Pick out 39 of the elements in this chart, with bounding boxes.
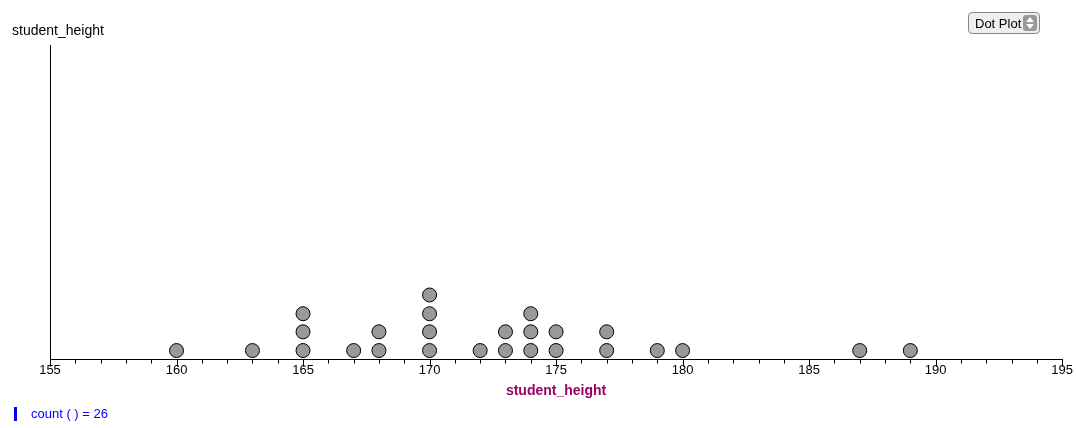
point (422, 343, 438, 359)
point (548, 324, 564, 340)
point (852, 343, 868, 359)
point (548, 343, 564, 359)
text: student_height (12, 22, 104, 38)
x-tick-label: 170 (418, 361, 441, 377)
x-tick-label: 190 (924, 361, 947, 377)
x-tick-label: 185 (798, 361, 820, 377)
point (169, 343, 185, 359)
point (371, 324, 387, 340)
point (346, 343, 362, 359)
point (295, 306, 311, 322)
point (497, 324, 513, 340)
x-tick-label: 160 (165, 361, 188, 377)
x-tick-label: 195 (1051, 361, 1074, 377)
x-tick-label: 155 (39, 361, 61, 377)
point (472, 343, 488, 359)
point (523, 324, 539, 340)
point (649, 343, 665, 359)
point (523, 343, 539, 359)
point (295, 343, 311, 359)
point (675, 343, 691, 359)
point (599, 324, 615, 340)
x-tick-label: 165 (292, 361, 314, 377)
point (422, 324, 438, 340)
point (295, 324, 311, 340)
point (422, 306, 438, 322)
dropdown: Dot Plot (968, 12, 1040, 34)
x-tick-label: 175 (545, 361, 567, 377)
x-tick-label: 180 (671, 361, 694, 377)
text: count ( ) = 26 (31, 406, 108, 421)
point (902, 343, 918, 359)
point (497, 343, 513, 359)
point (599, 343, 615, 359)
point (422, 287, 438, 303)
x-axis-title: student_height (505, 382, 607, 399)
point (244, 343, 260, 359)
point (523, 306, 539, 322)
point (371, 343, 387, 359)
